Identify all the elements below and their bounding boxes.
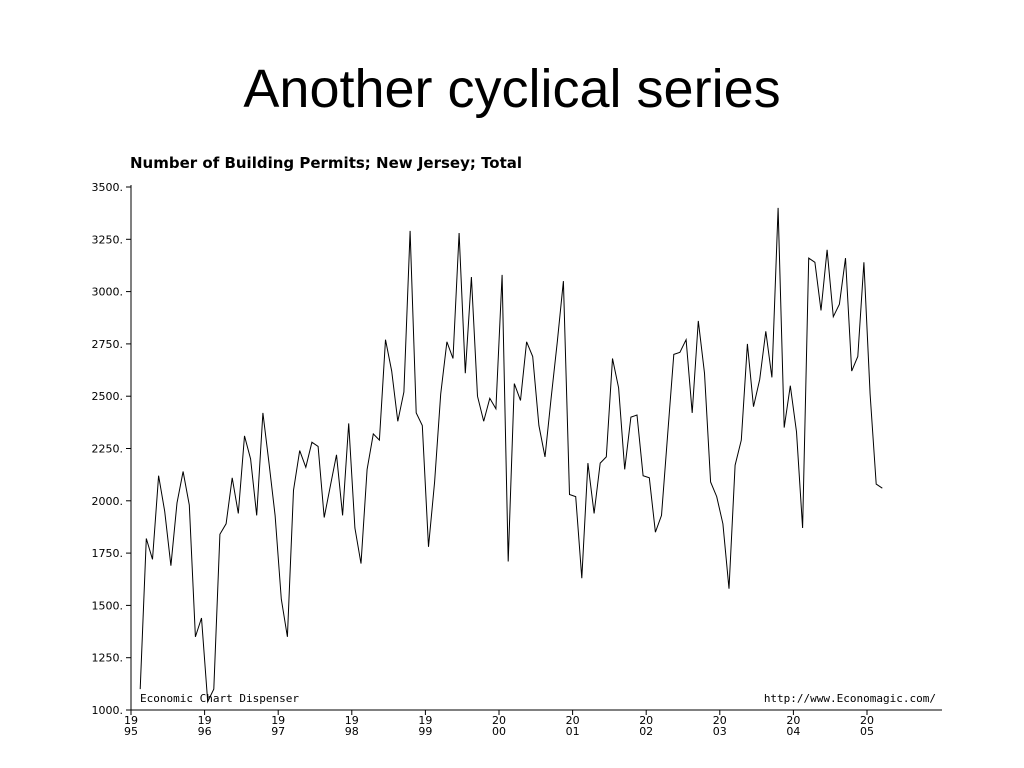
x-tick-label-top: 20 — [860, 714, 874, 727]
x-tick-label-top: 19 — [198, 714, 212, 727]
x-tick-label-bottom: 05 — [860, 725, 874, 738]
x-tick-label-bottom: 97 — [271, 725, 285, 738]
x-tick-label-bottom: 00 — [492, 725, 506, 738]
y-tick-label: 3500. — [92, 181, 124, 194]
y-tick-label: 1250. — [92, 652, 124, 665]
source-label-left: Economic Chart Dispenser — [140, 692, 299, 705]
x-tick-label-bottom: 99 — [418, 725, 432, 738]
x-tick-label-bottom: 95 — [124, 725, 138, 738]
series-line-group — [139, 207, 883, 704]
x-tick-label-top: 20 — [786, 714, 800, 727]
x-tick-label-top: 19 — [418, 714, 432, 727]
series-line — [139, 207, 883, 704]
y-tick-label: 1500. — [92, 599, 124, 612]
x-tick-label-top: 19 — [345, 714, 359, 727]
x-tick-label-bottom: 02 — [639, 725, 653, 738]
y-axis-ticks: 1000. 1250. 1500. 1750. 2000. 2250. 2500. 2750.… — [92, 181, 131, 717]
source-label-right: http://www.Economagic.com/ — [764, 692, 936, 705]
x-tick-label-top: 20 — [492, 714, 506, 727]
x-tick-label-top: 19 — [124, 714, 138, 727]
x-tick-label-bottom: 03 — [713, 725, 727, 738]
x-tick-label-top: 19 — [271, 714, 285, 727]
y-tick-label: 2250. — [92, 443, 124, 456]
x-tick-label-bottom: 04 — [786, 725, 800, 738]
slide-title: Another cyclical series — [243, 59, 781, 119]
x-tick-label-top: 20 — [639, 714, 653, 727]
x-tick-label-bottom: 98 — [345, 725, 359, 738]
y-tick-label: 2500. — [92, 390, 124, 403]
x-tick-label-top: 20 — [566, 714, 580, 727]
y-tick-label: 3250. — [92, 233, 124, 246]
y-tick-label: 2750. — [92, 338, 124, 351]
x-tick-label-bottom: 96 — [198, 725, 212, 738]
chart-axes — [130, 185, 942, 711]
x-tick-label-top: 20 — [713, 714, 727, 727]
y-tick-label: 2000. — [92, 495, 124, 508]
chart-title: Number of Building Permits; New Jersey; … — [130, 154, 523, 172]
y-tick-label: 1000. — [92, 704, 124, 717]
x-tick-label-bottom: 01 — [566, 725, 580, 738]
y-tick-label: 3000. — [92, 286, 124, 299]
x-axis-ticks: 1995199619971998199920002001200220032004… — [124, 710, 874, 738]
y-tick-label: 1750. — [92, 547, 124, 560]
